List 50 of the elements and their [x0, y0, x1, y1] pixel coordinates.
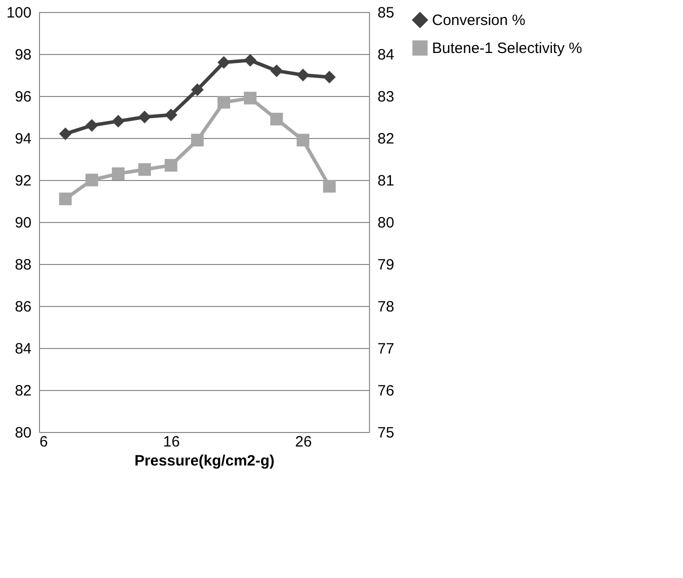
x-tick-label: 6 [40, 434, 48, 450]
point [244, 92, 257, 104]
point [59, 192, 72, 206]
point [59, 127, 72, 140]
y2-tick-label: 80 [378, 214, 394, 232]
point [85, 174, 98, 186]
y2-tick-label: 77 [378, 340, 394, 358]
y2-tick-label: 81 [378, 172, 394, 190]
point [323, 70, 336, 84]
point [244, 54, 257, 67]
point [217, 56, 230, 69]
point [112, 167, 125, 180]
y2-tick-label: 76 [378, 382, 394, 400]
x-tick-label: 26 [295, 434, 312, 450]
y2-tick-label: 78 [378, 298, 394, 316]
point [112, 114, 125, 128]
point [217, 96, 230, 109]
y2-tick-label: 75 [378, 424, 394, 442]
point [85, 119, 98, 132]
point [164, 108, 178, 122]
y-tick-label: 84 [14, 340, 32, 358]
y2-tick-label: 84 [378, 46, 394, 64]
point [296, 68, 310, 82]
y-tick-label: 82 [14, 382, 32, 400]
y2-tick-label: 79 [378, 256, 394, 274]
point [191, 134, 204, 146]
point [191, 83, 204, 96]
x-tick-label: 16 [163, 434, 180, 450]
point [270, 112, 283, 126]
y-tick-label: 88 [14, 256, 32, 274]
point [138, 163, 151, 176]
point [323, 180, 336, 193]
y-tick-label: 100 [6, 4, 32, 22]
y-tick-label: 80 [14, 424, 32, 442]
y2-tick-label: 83 [378, 88, 394, 106]
y-tick-label: 86 [14, 298, 32, 316]
x-axis-title: Pressure(kg/cm2-g) [134, 452, 275, 470]
point [296, 134, 310, 146]
point [138, 110, 151, 124]
y2-tick-label: 82 [378, 130, 394, 148]
y-tick-label: 96 [14, 88, 32, 106]
y2-tick-label: 85 [378, 4, 394, 22]
legend-label: Butene-1 Selectivity % [432, 40, 582, 57]
y-tick-label: 92 [14, 172, 32, 190]
point [270, 64, 283, 78]
legend-label: Conversion % [432, 12, 526, 29]
point [164, 158, 178, 172]
y-tick-label: 90 [14, 214, 32, 232]
y-tick-label: 98 [14, 46, 32, 64]
y-tick-label: 94 [14, 130, 32, 148]
